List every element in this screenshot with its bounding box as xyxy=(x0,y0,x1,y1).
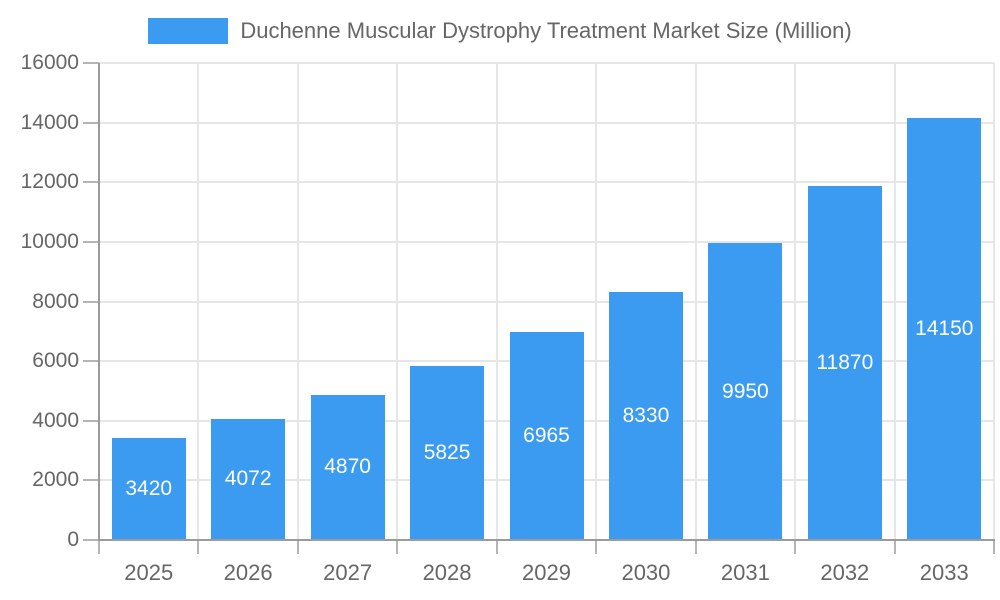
chart-legend[interactable]: Duchenne Muscular Dystrophy Treatment Ma… xyxy=(0,17,1000,45)
y-gridline xyxy=(99,240,994,243)
x-gridline xyxy=(993,63,995,540)
bar-2030[interactable] xyxy=(608,291,683,540)
y-tick-label: 10000 xyxy=(20,229,79,253)
y-tick xyxy=(83,121,99,124)
x-tick xyxy=(993,540,995,554)
y-gridline xyxy=(99,300,994,303)
y-tick-label: 6000 xyxy=(32,349,79,373)
y-tick-label: 12000 xyxy=(20,170,79,194)
y-gridline xyxy=(99,181,994,184)
y-tick xyxy=(83,240,99,243)
x-tick xyxy=(495,540,498,554)
x-tick-label: 2030 xyxy=(621,560,671,585)
x-gridline xyxy=(595,63,598,540)
bar-value-label: 11870 xyxy=(816,351,874,375)
x-gridline xyxy=(197,63,200,540)
bar-value-label: 9950 xyxy=(722,379,769,403)
bar-2032[interactable] xyxy=(807,186,882,540)
x-gridline xyxy=(794,63,797,540)
x-tick-label: 2027 xyxy=(323,560,373,585)
x-tick xyxy=(197,540,200,554)
x-gridline xyxy=(396,63,399,540)
bar-2029[interactable] xyxy=(509,332,584,540)
bar-value-label: 14150 xyxy=(915,317,974,341)
x-tick xyxy=(893,540,896,554)
legend-swatch[interactable] xyxy=(148,18,229,44)
y-tick-label: 14000 xyxy=(20,110,79,134)
y-tick xyxy=(83,419,99,422)
bar-value-label: 6965 xyxy=(523,424,570,448)
y-tick xyxy=(83,539,99,541)
y-tick-label: 2000 xyxy=(32,468,79,492)
bar-2026[interactable] xyxy=(211,418,286,540)
x-tick-label: 2028 xyxy=(422,560,472,585)
bar-2025[interactable] xyxy=(111,438,186,540)
x-gridline xyxy=(296,63,299,540)
x-gridline xyxy=(495,63,498,540)
bar-value-label: 4870 xyxy=(324,455,371,479)
y-tick-label: 4000 xyxy=(32,408,79,432)
x-tick-label: 2026 xyxy=(223,560,273,585)
bar-2027[interactable] xyxy=(310,394,385,540)
bar-value-label: 8330 xyxy=(622,403,670,427)
y-tick xyxy=(83,300,99,303)
y-tick-label: 0 xyxy=(67,528,79,551)
y-tick xyxy=(83,360,99,363)
legend-label[interactable]: Duchenne Muscular Dystrophy Treatment Ma… xyxy=(240,18,852,43)
x-tick xyxy=(396,540,399,554)
x-tick-label: 2033 xyxy=(919,560,969,585)
x-tick xyxy=(595,540,598,554)
y-gridline xyxy=(99,62,994,64)
bar-2031[interactable] xyxy=(708,243,783,540)
y-gridline xyxy=(99,121,994,124)
bar-value-label: 4072 xyxy=(224,467,272,491)
y-tick xyxy=(83,62,99,64)
x-gridline xyxy=(893,63,896,540)
x-tick-label: 2031 xyxy=(720,560,770,585)
plot-area: 0 2000 4000 6000 8000 10000 12000 14000 16000 342… xyxy=(21,51,995,585)
x-tick-label: 2029 xyxy=(522,560,571,585)
bar-2028[interactable] xyxy=(410,366,485,540)
x-tick xyxy=(694,540,697,554)
x-gridline xyxy=(694,63,697,540)
y-axis-line xyxy=(98,63,100,540)
x-tick xyxy=(794,540,797,554)
x-tick xyxy=(98,540,100,554)
x-axis-line xyxy=(98,539,995,541)
y-tick-label: 8000 xyxy=(32,289,79,313)
bar-value-label: 3420 xyxy=(125,477,173,501)
bar-value-label: 5825 xyxy=(423,441,471,465)
y-tick xyxy=(83,181,99,184)
bar-2033[interactable] xyxy=(907,118,982,540)
y-tick xyxy=(83,479,99,482)
y-tick-label: 16000 xyxy=(20,51,79,74)
x-tick xyxy=(296,540,299,554)
x-tick-label: 2032 xyxy=(820,560,870,585)
x-tick-label: 2025 xyxy=(124,560,174,585)
